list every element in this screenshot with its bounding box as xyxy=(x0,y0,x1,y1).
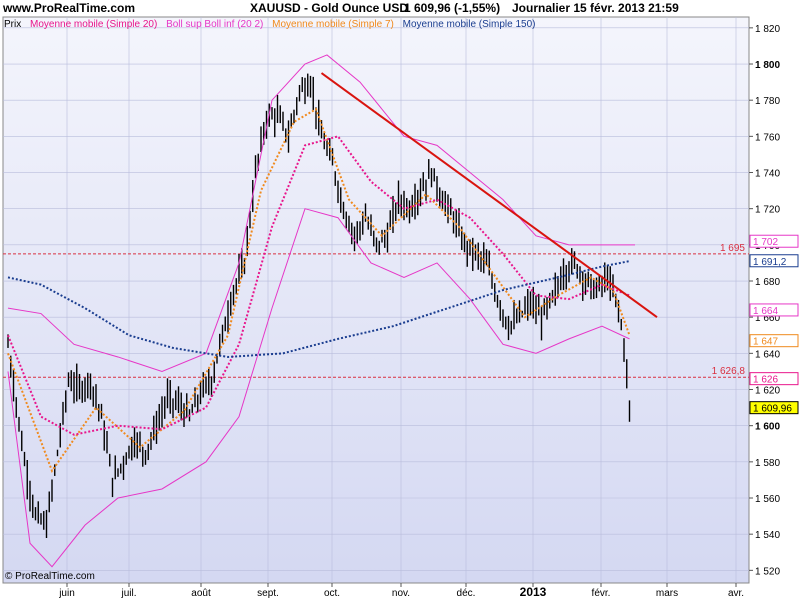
price-change: 1 609,96 (-1,55%) xyxy=(404,1,501,15)
value-tag xyxy=(749,254,799,268)
value-tag xyxy=(749,234,799,248)
y-tick-label: 1 720 xyxy=(755,205,780,216)
x-tick-label: mars xyxy=(656,588,678,599)
level-label: 1 695 xyxy=(720,243,745,254)
x-tick-label: oct. xyxy=(324,588,340,599)
value-tag-label: 1 647 xyxy=(753,337,778,348)
value-tag-label: 1 664 xyxy=(753,306,778,317)
site-name[interactable]: www.ProRealTime.com xyxy=(3,1,136,15)
value-tag xyxy=(749,372,799,386)
legend-ma150: Moyenne mobile (Simple 150) xyxy=(402,19,536,30)
x-tick-label: sept. xyxy=(257,588,279,599)
x-tick-label: août xyxy=(191,588,211,599)
copyright-notice: © ProRealTime.com xyxy=(5,571,95,582)
plot-area xyxy=(2,16,750,584)
y-tick-label: 1 580 xyxy=(755,458,780,469)
y-tick-label: 1 660 xyxy=(755,313,780,324)
value-tag-label: 1 626 xyxy=(753,375,778,386)
series-line xyxy=(7,260,630,358)
value-tag-label: 1 702 xyxy=(753,237,778,248)
series-line xyxy=(7,208,630,568)
series-line xyxy=(7,107,631,474)
x-tick-label: nov. xyxy=(392,588,410,599)
x-tick-label: avr. xyxy=(728,588,744,599)
trend-line xyxy=(320,72,658,318)
y-tick-label: 1 780 xyxy=(755,96,780,107)
y-tick-label: 1 620 xyxy=(755,386,780,397)
legend-boll: Boll sup Boll inf (20 2) xyxy=(166,19,264,30)
y-tick-label: 1 640 xyxy=(755,349,780,360)
indicator-legend: Prix Moyenne mobile (Simple 20) Boll sup… xyxy=(4,19,541,30)
y-tick-label: 1 740 xyxy=(755,169,780,180)
value-tag-label: 1 691,2 xyxy=(753,257,787,268)
chart-header: www.ProRealTime.com XAUUSD - Gold Ounce … xyxy=(0,0,800,18)
y-tick-label: 1 540 xyxy=(755,530,780,541)
value-tag xyxy=(749,303,799,317)
y-tick-label: 1 820 xyxy=(755,24,780,35)
legend-ma7: Moyenne mobile (Simple 7) xyxy=(272,19,394,30)
x-tick-label: févr. xyxy=(592,588,611,599)
legend-prix: Prix xyxy=(4,19,22,30)
x-tick-label: déc. xyxy=(457,588,476,599)
y-tick-label: 1 560 xyxy=(755,494,780,505)
value-tag-label: 1 609,96 xyxy=(753,404,792,415)
y-tick-label: 1 600 xyxy=(755,422,780,433)
legend-ma20: Moyenne mobile (Simple 20) xyxy=(30,19,158,30)
level-label: 1 626,8 xyxy=(712,366,746,377)
series-line xyxy=(7,54,635,372)
x-tick-label: juil. xyxy=(120,588,136,599)
period-label: Journalier 15 févr. 2013 21:59 xyxy=(512,1,679,15)
y-tick-label: 1 520 xyxy=(755,566,780,577)
y-tick-label: 1 680 xyxy=(755,277,780,288)
chart-title: XAUUSD - Gold Ounce USD xyxy=(250,1,409,15)
y-tick-label: 1 760 xyxy=(755,132,780,143)
value-tag xyxy=(749,401,799,415)
x-tick-label: juin xyxy=(58,588,75,599)
x-tick-label: 2013 xyxy=(520,585,547,599)
value-tag xyxy=(749,334,799,348)
y-tick-label: 1 800 xyxy=(755,60,780,71)
